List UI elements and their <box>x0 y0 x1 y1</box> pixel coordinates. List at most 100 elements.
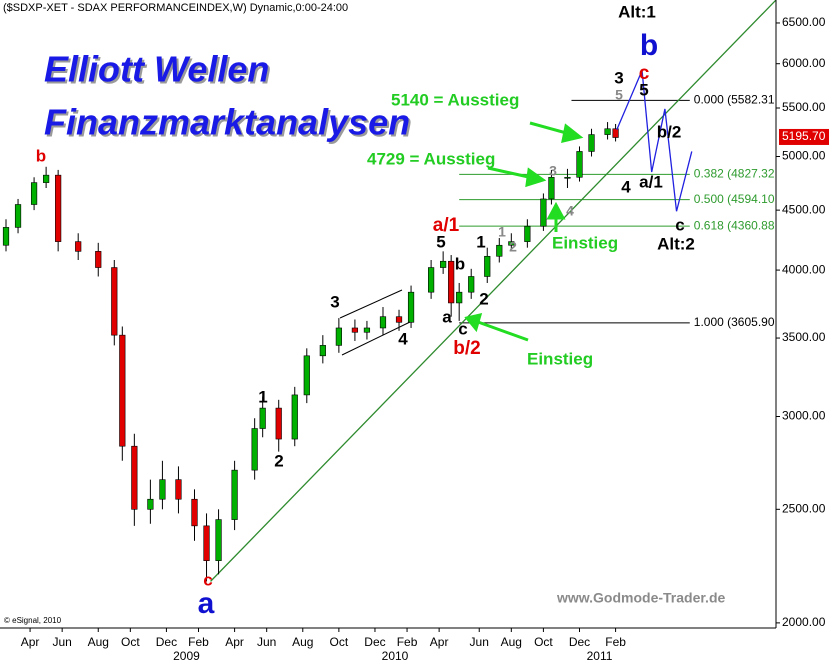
arrow <box>487 166 534 180</box>
candle-body <box>468 276 475 293</box>
y-tick-label: 2000.00 <box>782 615 826 629</box>
candle-body <box>291 394 298 440</box>
channel-line <box>341 321 411 356</box>
wave-label: 5 <box>639 80 648 99</box>
wave-label: a/1 <box>433 215 460 236</box>
y-tick-label: 4500.00 <box>782 202 826 216</box>
candle-body <box>335 327 342 346</box>
y-tick-label: 5000.00 <box>782 149 826 163</box>
y-tick-label: 6000.00 <box>782 56 826 70</box>
wave-label: c <box>639 63 650 84</box>
candle-body <box>303 355 310 396</box>
wave-label: 5 <box>436 232 445 251</box>
annotation: Einstieg <box>527 349 593 368</box>
wave-label: b/2 <box>657 122 682 141</box>
wave-label: b <box>640 29 658 62</box>
candle-body <box>111 267 118 336</box>
candle-body <box>484 255 491 277</box>
annotation: Einstieg <box>552 233 618 252</box>
arrow-head <box>464 312 483 333</box>
x-tick-label: Oct <box>534 635 553 649</box>
candle-body <box>428 267 435 293</box>
wave-label: a/1 <box>639 172 663 191</box>
candle-body <box>456 291 463 304</box>
x-tick-label: Jun <box>470 635 489 649</box>
wave-label: Alt:1 <box>618 2 656 21</box>
candle-body <box>576 151 583 178</box>
candle-body <box>379 316 387 329</box>
wave-label: a <box>198 587 215 620</box>
x-tick-label: Aug <box>501 635 522 649</box>
x-tick-label: Aug <box>292 635 313 649</box>
candle-body <box>564 176 571 179</box>
wave-label: 1 <box>258 387 267 406</box>
wave-label: c <box>203 570 212 589</box>
candle-body <box>131 445 138 510</box>
x-tick-label: Dec <box>364 635 385 649</box>
x-tick-label: Dec <box>156 635 177 649</box>
candle-body <box>251 428 258 471</box>
plot-area: 0.000 (5582.31 0.382 (4827.32 0.500 (4594.… <box>2 0 776 582</box>
candle-body <box>548 176 555 200</box>
fib-label: 0.382 (4827.32 <box>694 167 775 181</box>
y-tick-label: 4000.00 <box>782 262 826 276</box>
wave-label: c <box>458 319 467 338</box>
candle-body <box>191 498 198 527</box>
last-price-label: 5195.70 <box>782 129 826 143</box>
x-tick-label: Jun <box>257 635 276 649</box>
candle-body <box>604 128 611 135</box>
arrow <box>477 320 529 342</box>
candle-body <box>440 260 447 268</box>
wave-label: 1 <box>498 224 506 240</box>
wave-label: 2 <box>509 239 517 255</box>
wave-label: 3 <box>614 68 623 87</box>
x-tick-label: Dec <box>569 635 590 649</box>
candle-body <box>2 227 10 246</box>
fib-label: 0.500 (4594.10 <box>694 192 775 206</box>
y-tick-label: 3000.00 <box>782 409 826 423</box>
candle-body <box>55 174 62 242</box>
wave-label: 2 <box>274 451 283 470</box>
annotation: 5140 = Ausstieg <box>391 90 519 109</box>
arrow-head <box>561 123 584 143</box>
candle-body <box>175 479 182 500</box>
year-label: 2011 <box>587 649 613 663</box>
subtitle: Finanzmarktanalysen <box>44 102 410 143</box>
candle-body <box>351 327 359 333</box>
wave-label: 4 <box>621 177 631 196</box>
x-tick-label: Feb <box>605 635 626 649</box>
candle-body <box>119 334 126 447</box>
fib-label: 0.618 (4360.88 <box>694 218 775 232</box>
candle-body <box>231 469 238 520</box>
trendline <box>210 0 776 582</box>
candle-body <box>259 407 266 429</box>
wave-label: 1 <box>476 232 485 251</box>
candle-body <box>159 479 166 500</box>
annotation: 4729 = Ausstieg <box>367 149 495 168</box>
y-tick-label: 2500.00 <box>782 501 826 515</box>
x-tick-label: Oct <box>330 635 349 649</box>
x-tick-label: Apr <box>21 635 40 649</box>
candle-body <box>75 241 82 252</box>
x-tick-label: Apr <box>430 635 449 649</box>
candle-body <box>540 198 547 227</box>
year-label: 2009 <box>173 649 200 663</box>
y-tick-label: 6500.00 <box>782 15 826 29</box>
title: Elliott Wellen <box>44 49 269 90</box>
candle-body <box>612 128 619 138</box>
wave-label: 4 <box>398 329 408 348</box>
last-price-box <box>779 128 829 145</box>
candle-body <box>448 260 455 304</box>
candle-body <box>30 182 38 205</box>
x-tick-label: Oct <box>121 635 140 649</box>
candle-body <box>95 251 102 268</box>
wave-label: 3 <box>549 163 557 179</box>
wave-label: a <box>442 307 452 326</box>
wave-label: 5 <box>615 87 623 103</box>
watermark: www.Godmode-Trader.de <box>556 590 726 606</box>
x-tick-label: Aug <box>88 635 109 649</box>
wave-label: 2 <box>479 289 488 308</box>
candle-body <box>43 174 50 183</box>
